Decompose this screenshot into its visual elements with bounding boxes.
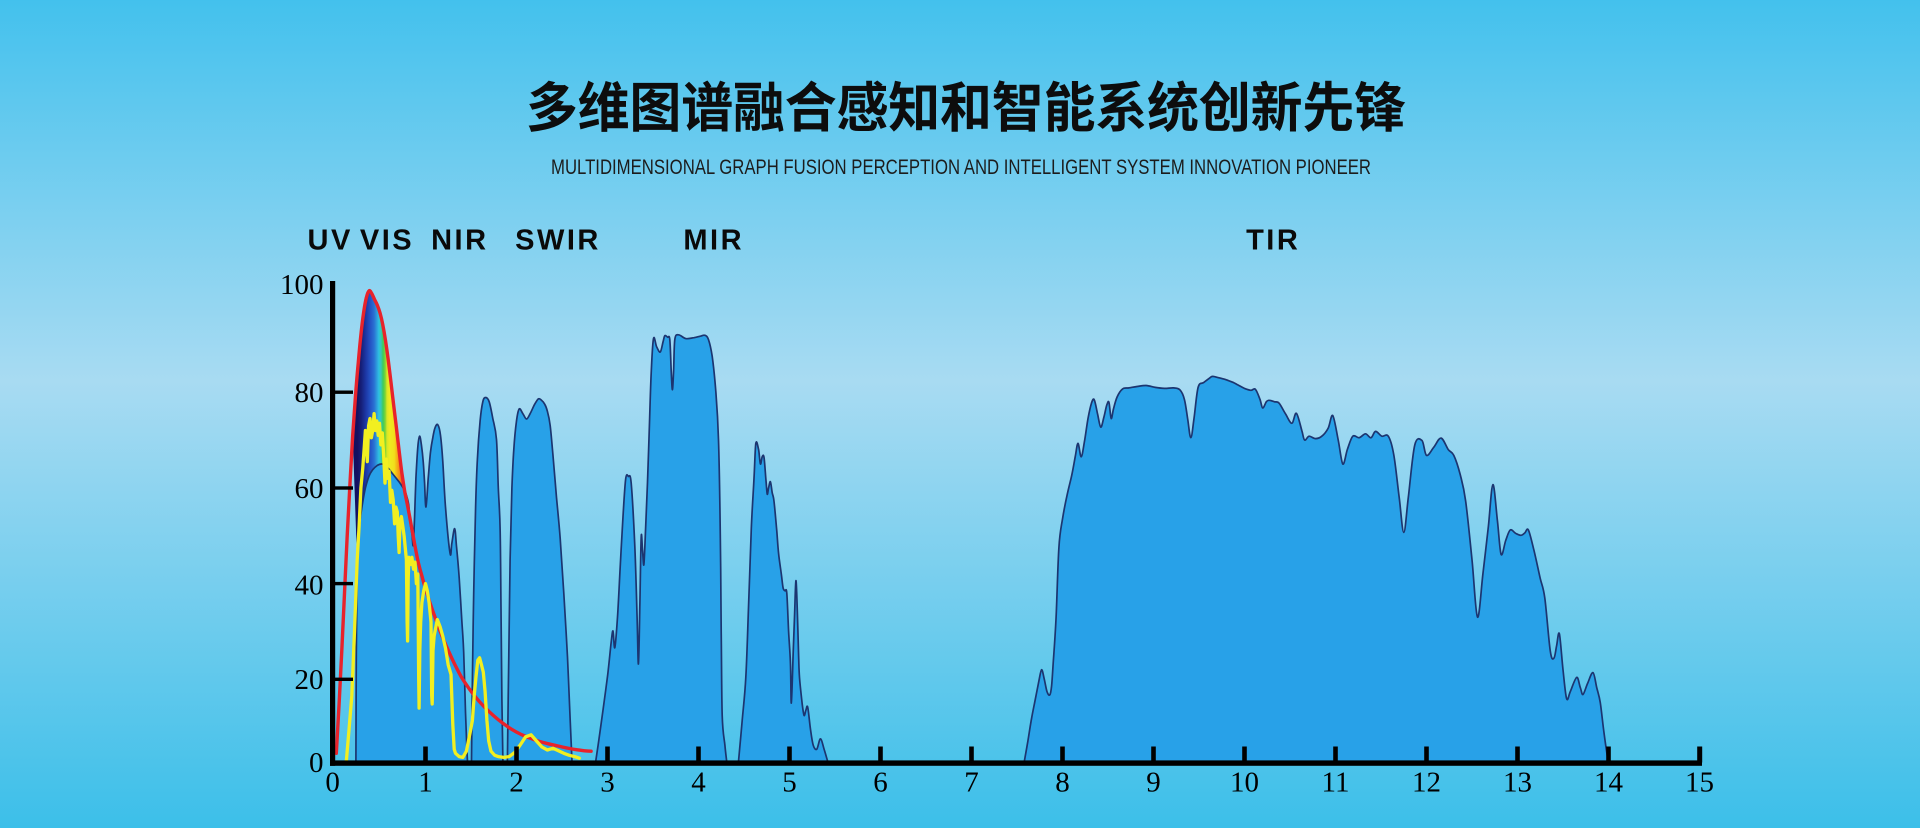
svg-text:10: 10 — [1230, 767, 1259, 799]
svg-text:80: 80 — [295, 377, 324, 409]
svg-text:8: 8 — [1055, 767, 1070, 799]
svg-text:60: 60 — [295, 473, 324, 505]
svg-text:7: 7 — [964, 767, 979, 799]
svg-text:NIR: NIR — [431, 225, 488, 257]
svg-text:9: 9 — [1146, 767, 1161, 799]
svg-text:15: 15 — [1685, 767, 1714, 799]
svg-text:VIS: VIS — [360, 225, 414, 257]
svg-text:6: 6 — [873, 767, 888, 799]
svg-text:3: 3 — [600, 767, 615, 799]
svg-text:40: 40 — [295, 570, 324, 602]
svg-text:14: 14 — [1594, 767, 1624, 799]
svg-text:4: 4 — [691, 767, 706, 799]
svg-text:20: 20 — [295, 664, 324, 696]
svg-text:12: 12 — [1412, 767, 1441, 799]
svg-text:SWIR: SWIR — [515, 225, 601, 257]
svg-text:100: 100 — [280, 269, 324, 301]
svg-text:MIR: MIR — [683, 225, 744, 257]
svg-text:2: 2 — [509, 767, 524, 799]
svg-text:0: 0 — [325, 767, 340, 799]
svg-text:13: 13 — [1503, 767, 1532, 799]
svg-text:MULTIDIMENSIONAL GRAPH FUSION: MULTIDIMENSIONAL GRAPH FUSION PERCEPTION… — [551, 156, 1371, 179]
svg-text:TIR: TIR — [1246, 225, 1300, 257]
svg-text:11: 11 — [1322, 767, 1350, 799]
svg-text:0: 0 — [309, 747, 324, 779]
svg-text:UV: UV — [308, 225, 353, 257]
svg-text:5: 5 — [782, 767, 797, 799]
svg-text:1: 1 — [418, 767, 433, 799]
